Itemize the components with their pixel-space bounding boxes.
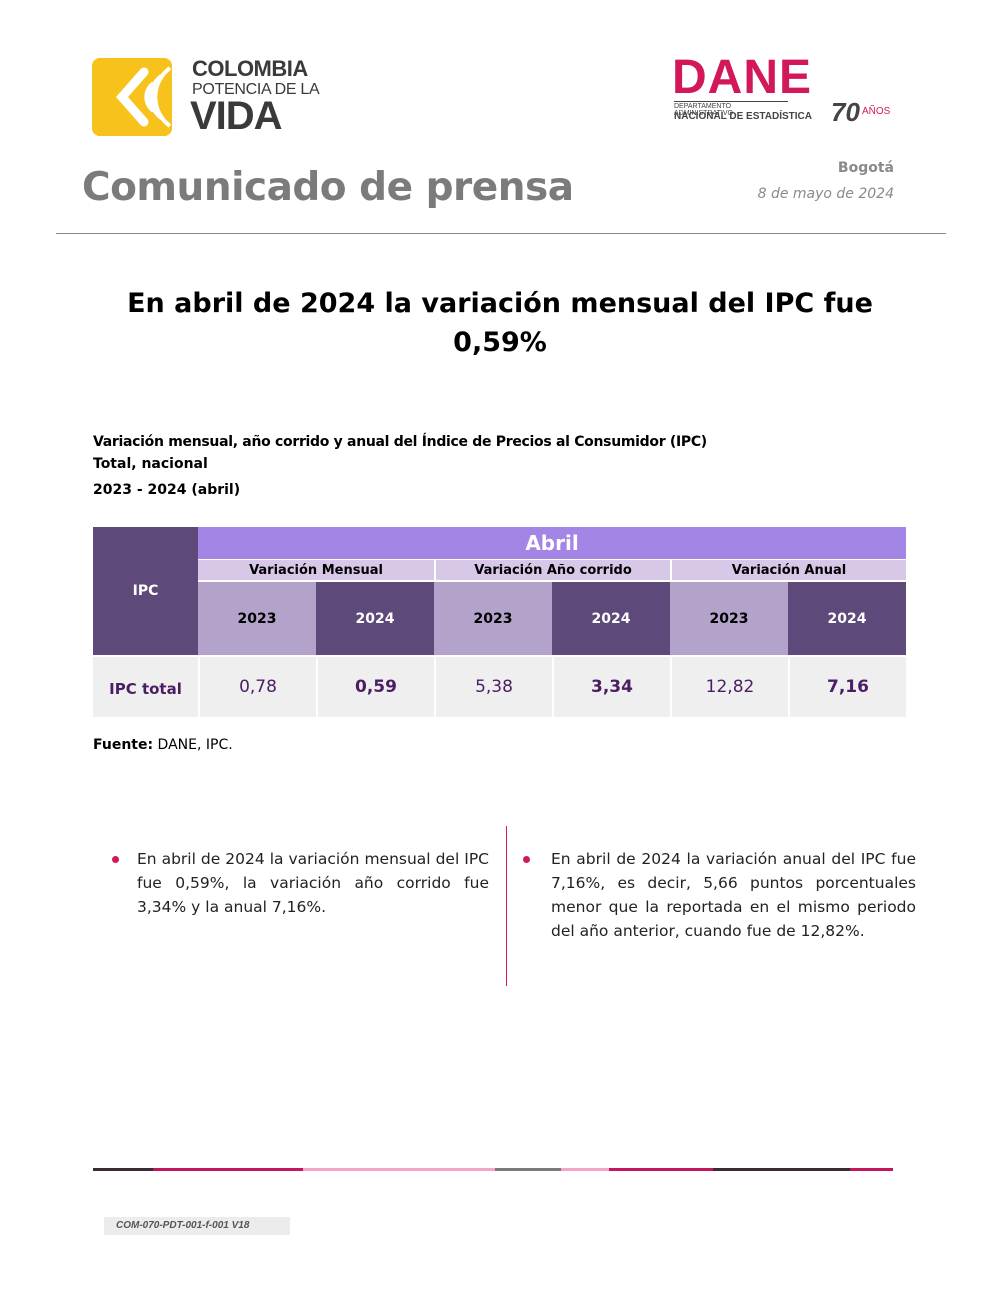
bullet-dot-icon — [523, 856, 530, 863]
year-header: 2023 — [670, 582, 788, 655]
year-header: 2024 — [552, 582, 670, 655]
table-cell-value: 7,16 — [788, 657, 906, 717]
footer-color-bar — [93, 1168, 893, 1171]
source-text: DANE, IPC. — [153, 737, 233, 753]
date-label: 8 de mayo de 2024 — [757, 186, 894, 202]
group-header-ano-corrido: Variación Año corrido — [434, 560, 670, 580]
bullet-dot-icon — [112, 856, 119, 863]
table-row-label: IPC total — [93, 657, 198, 717]
table-cell-value: 0,78 — [198, 657, 316, 717]
bullet-text: En abril de 2024 la variación mensual de… — [137, 850, 489, 916]
year-header: 2024 — [316, 582, 434, 655]
column-divider — [506, 826, 507, 986]
document-code: COM-070-PDT-001-f-001 V18 — [104, 1217, 290, 1235]
dane-logo: DANE DEPARTAMENTO ADMINISTRATIVO NACIONA… — [672, 51, 902, 128]
table-cell-value: 12,82 — [670, 657, 788, 717]
dane-70-years-mark: 70 — [831, 97, 860, 127]
table-month-header: Abril — [198, 527, 906, 559]
table-corner-header: IPC — [93, 527, 198, 655]
ipc-table: IPC Abril Variación Mensual Variación Añ… — [93, 527, 906, 717]
year-header: 2023 — [434, 582, 552, 655]
group-header-mensual: Variación Mensual — [198, 560, 434, 580]
colombia-logo-line3: VIDA — [190, 94, 283, 138]
table-cell-value: 5,38 — [434, 657, 552, 717]
table-cell-value: 3,34 — [552, 657, 670, 717]
source-label: Fuente: — [93, 737, 154, 753]
dane-logo-line2: NACIONAL DE ESTADÍSTICA — [674, 111, 812, 122]
bullet-text: En abril de 2024 la variación anual del … — [551, 850, 916, 940]
table-caption-title: Variación mensual, año corrido y anual d… — [93, 434, 707, 450]
year-header: 2024 — [788, 582, 906, 655]
year-header: 2023 — [198, 582, 316, 655]
dane-anos-label: AÑOS — [862, 106, 891, 117]
colombia-logo-line2: POTENCIA DE LA — [192, 81, 320, 98]
header-divider — [56, 233, 946, 234]
dane-logo-line1: DEPARTAMENTO ADMINISTRATIVO — [674, 101, 788, 117]
colombia-logo-line1: COLOMBIA — [192, 56, 308, 81]
colombia-potencia-de-la-vida-logo: COLOMBIA POTENCIA DE LA VIDA — [92, 56, 322, 140]
table-cell-value: 0,59 — [316, 657, 434, 717]
headline: En abril de 2024 la variación mensual de… — [127, 288, 873, 358]
city-label: Bogotá — [837, 160, 894, 176]
table-caption-scope: Total, nacional — [93, 456, 208, 472]
group-header-anual: Variación Anual — [670, 560, 906, 580]
source-note: Fuente: DANE, IPC. — [93, 737, 233, 753]
page-title: Comunicado de prensa — [82, 165, 574, 210]
dane-logo-word: DANE — [672, 51, 813, 104]
colombia-logo-mark-icon — [92, 58, 172, 136]
table-caption-period: 2023 - 2024 (abril) — [93, 482, 241, 498]
